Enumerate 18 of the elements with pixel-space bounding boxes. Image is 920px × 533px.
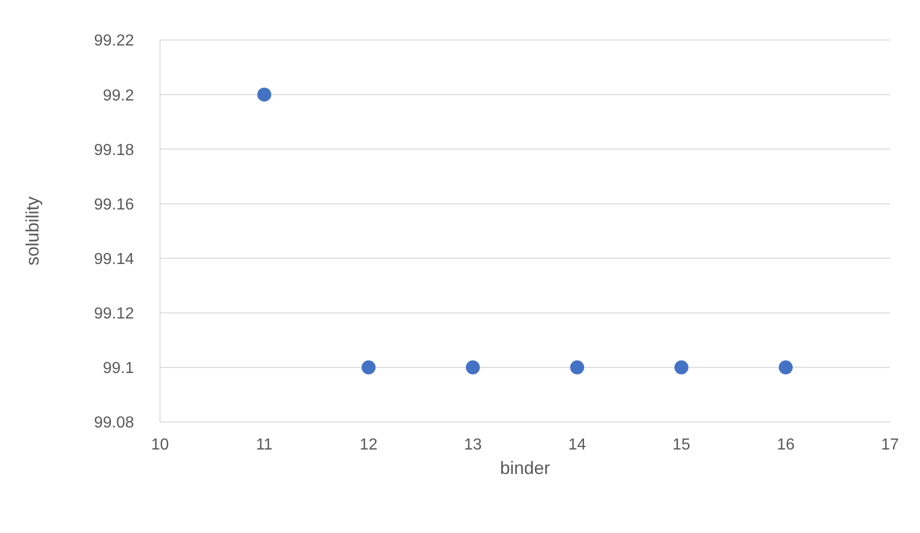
x-tick-label: 13	[464, 436, 482, 454]
y-tick-label: 99.14	[94, 250, 134, 268]
y-axis-title: solubility	[22, 196, 42, 266]
x-tick-label: 14	[568, 436, 586, 454]
y-tick-label: 99.18	[94, 142, 134, 159]
y-tick-label: 99.2	[102, 87, 134, 104]
y-tick-label: 99.12	[94, 306, 134, 323]
x-axis-title: binder	[500, 458, 550, 478]
y-tick-label: 99.1	[102, 360, 134, 378]
y-tick-label: 99.16	[94, 196, 134, 214]
x-tick-label: 12	[360, 436, 378, 454]
x-tick-label: 17	[881, 436, 899, 454]
x-tick-label: 15	[672, 436, 690, 454]
y-tick-label: 99.22	[94, 32, 134, 50]
x-tick-label: 11	[256, 436, 273, 454]
x-tick-label: 16	[776, 436, 795, 454]
x-tick-label: 10	[151, 436, 169, 454]
y-tick-label: 99.08	[94, 414, 134, 432]
